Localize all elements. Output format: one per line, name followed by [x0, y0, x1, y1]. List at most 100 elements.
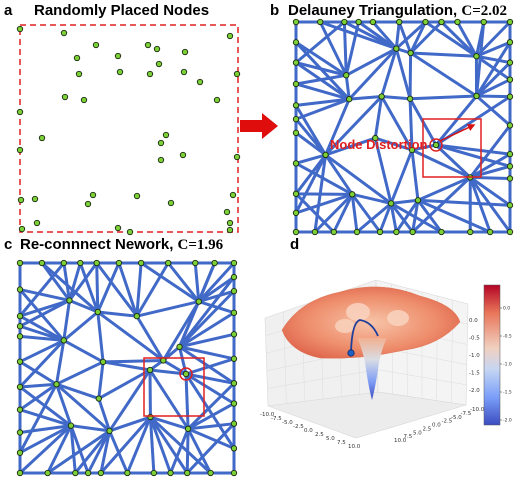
node: [167, 199, 175, 207]
node: [211, 259, 218, 267]
node: [233, 70, 241, 78]
edge: [18, 360, 59, 386]
edge: [423, 20, 478, 58]
node: [226, 32, 234, 40]
node: [137, 259, 145, 267]
edge: [184, 357, 236, 376]
node: [77, 259, 84, 267]
edge: [468, 152, 512, 179]
edge: [410, 148, 472, 179]
node: [230, 445, 238, 452]
y-tick-label: 7.5: [404, 434, 413, 440]
node: [60, 259, 68, 267]
z-tick-label: -0.5: [469, 336, 480, 342]
node: [16, 429, 24, 436]
node: [317, 18, 324, 26]
node: [16, 358, 24, 365]
edge: [468, 175, 512, 207]
edge: [18, 288, 71, 302]
node: [153, 45, 161, 53]
node: [16, 323, 24, 330]
node: [330, 228, 337, 236]
edge: [344, 20, 361, 77]
edge: [186, 401, 236, 431]
edge: [475, 61, 512, 98]
node: [406, 95, 414, 102]
edge: [409, 20, 427, 55]
edge: [324, 153, 393, 205]
node: [506, 18, 514, 26]
edge: [389, 201, 398, 234]
node: [432, 141, 440, 149]
x-tick-label: 10.0: [348, 444, 361, 450]
edge: [394, 20, 427, 51]
node: [230, 469, 238, 477]
edge: [294, 192, 354, 215]
node: [84, 469, 92, 477]
node: [60, 29, 68, 37]
edge: [55, 382, 112, 433]
edge: [96, 261, 121, 314]
edge: [62, 338, 105, 364]
edge: [78, 261, 100, 314]
edge: [178, 311, 236, 349]
colorbar-tick-label: 0.0: [503, 306, 510, 312]
node: [106, 427, 113, 435]
node: [292, 102, 300, 109]
y-tick-label: 5.0: [413, 430, 422, 436]
edge: [197, 275, 236, 304]
edge: [169, 427, 190, 475]
node: [180, 68, 188, 76]
edge: [313, 192, 354, 234]
edge: [378, 201, 393, 234]
node: [292, 39, 300, 46]
edge: [434, 94, 479, 147]
node: [16, 108, 24, 116]
node: [346, 96, 353, 103]
edge: [389, 201, 443, 234]
edge: [96, 310, 139, 318]
panel-b-nodes: [292, 18, 514, 236]
edge: [67, 261, 99, 302]
edge: [416, 198, 492, 234]
node: [230, 400, 238, 407]
node: [144, 41, 152, 49]
edge: [55, 382, 101, 401]
node: [408, 146, 416, 154]
edge: [324, 97, 351, 157]
node: [230, 380, 238, 387]
node: [387, 200, 395, 207]
node: [80, 96, 88, 104]
node: [230, 355, 238, 362]
node: [292, 59, 300, 66]
edge: [178, 345, 236, 361]
node: [396, 18, 403, 26]
edge: [67, 261, 82, 302]
edge: [394, 47, 412, 101]
node: [146, 366, 154, 374]
panel-b-annotation: Node Distortion: [330, 137, 428, 152]
panel-c-edges: [18, 261, 236, 475]
edge: [46, 429, 112, 475]
node: [16, 25, 24, 33]
node: [506, 122, 514, 129]
edge: [178, 261, 217, 349]
colorbar-tick-label: -2.0: [503, 418, 512, 424]
node: [157, 156, 165, 164]
edge: [410, 143, 438, 152]
panel-b-c-value: C=2.02: [461, 3, 507, 19]
y-tick-label: -7.5: [461, 411, 472, 417]
node: [349, 191, 356, 198]
edge: [62, 261, 71, 302]
edge: [18, 424, 73, 475]
node: [226, 219, 234, 227]
edge: [394, 198, 420, 234]
edge: [416, 198, 512, 207]
node: [311, 228, 319, 236]
gridline: [377, 369, 467, 386]
node: [376, 228, 384, 236]
edge: [67, 298, 100, 314]
surface-peak-3: [335, 319, 355, 333]
node: [16, 469, 24, 477]
edge: [389, 201, 415, 234]
